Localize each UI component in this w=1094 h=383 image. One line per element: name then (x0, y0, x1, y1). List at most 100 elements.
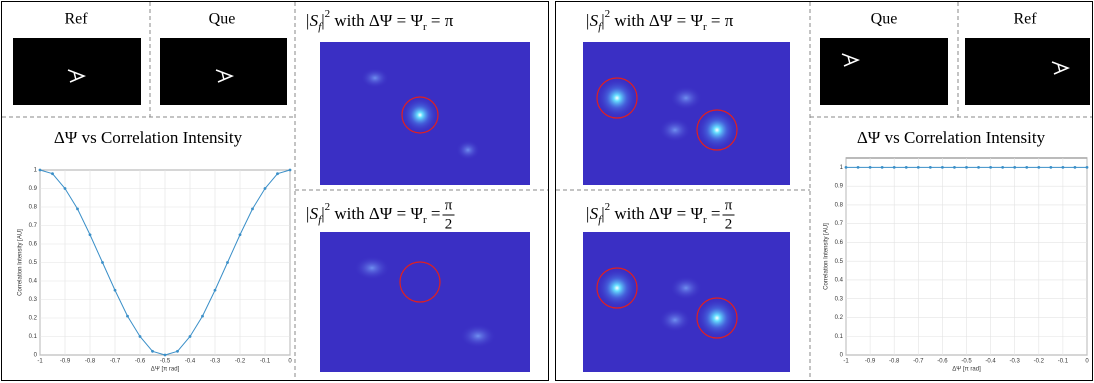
caption-part: = (427, 11, 445, 30)
ref-label: Ref (1013, 11, 1037, 28)
y-tick-label: 1 (34, 168, 38, 174)
y-tick-label: 0.4 (835, 278, 844, 284)
y-tick-label: 0.5 (29, 260, 38, 266)
caption: |Sf|2 with ΔΨ = Ψr = (305, 201, 441, 226)
x-axis-label: ΔΨ [π rad] (952, 367, 981, 373)
y-tick-label: 0.7 (835, 221, 844, 227)
marker (114, 289, 117, 292)
x-tick-label: -0.3 (210, 359, 221, 365)
y-tick-label: 0.1 (835, 334, 844, 340)
fraction-denominator: 2 (445, 216, 453, 232)
caption-part: π (725, 11, 734, 30)
x-tick-label: -1 (843, 359, 849, 365)
y-tick-label: 0.3 (835, 296, 844, 302)
caption: |Sf|2 with ΔΨ = Ψr = π (305, 8, 454, 33)
correlation-plane (583, 232, 790, 372)
y-axis-label: Correlation Intensity [AU] (824, 223, 830, 290)
marker (164, 354, 167, 357)
marker (989, 166, 992, 169)
fraction-denominator: 2 (725, 216, 733, 232)
marker (893, 166, 896, 169)
marker (126, 315, 129, 318)
x-tick-label: -0.5 (160, 359, 171, 365)
caption-part: = (707, 204, 721, 223)
y-tick-label: 0.6 (835, 240, 844, 246)
page: Ref Que Que Ref (0, 0, 1094, 383)
y-tick-label: 0.9 (29, 186, 38, 192)
caption-part: π (445, 11, 454, 30)
image (820, 38, 948, 105)
marker (1001, 166, 1004, 169)
marker (941, 166, 944, 169)
chart-title: ΔΨ vs Correlation Intensity (857, 128, 1046, 147)
marker (965, 166, 968, 169)
caption-part: |S (585, 11, 599, 30)
figure: Ref Que Que Ref (0, 0, 1094, 383)
x-tick-label: -0.9 (60, 359, 71, 365)
marker (917, 166, 920, 169)
marker (1037, 166, 1040, 169)
caption-part: with ΔΨ = Ψ (330, 204, 423, 223)
caption-part: with ΔΨ = Ψ (610, 204, 703, 223)
marker (1062, 166, 1065, 169)
chart-title: ΔΨ vs Correlation Intensity (54, 128, 243, 147)
image (965, 38, 1090, 105)
marker (1074, 166, 1077, 169)
x-tick-label: -0.9 (865, 359, 876, 365)
marker (226, 261, 229, 264)
marker (1025, 166, 1028, 169)
correlation-plane (320, 42, 530, 185)
que-label: Que (871, 11, 898, 28)
x-tick-label: -0.7 (913, 359, 924, 365)
marker (1086, 166, 1089, 169)
marker (857, 166, 860, 169)
x-tick-label: -0.4 (185, 359, 196, 365)
x-tick-label: -0.1 (260, 359, 271, 365)
marker (264, 187, 267, 190)
correlation-plane (583, 42, 790, 185)
x-tick-label: -1 (37, 359, 43, 365)
y-tick-label: 0.2 (29, 316, 38, 322)
marker (214, 289, 217, 292)
x-tick-label: -0.4 (985, 359, 996, 365)
x-tick-label: -0.2 (235, 359, 246, 365)
marker (189, 335, 192, 338)
fraction-numerator: π (445, 197, 453, 213)
marker (953, 166, 956, 169)
marker (51, 172, 54, 175)
y-tick-label: 0.9 (835, 184, 844, 190)
marker (201, 315, 204, 318)
y-tick-label: 0.5 (835, 259, 844, 265)
caption-part: = (707, 11, 725, 30)
y-tick-label: 0.8 (29, 205, 38, 211)
marker (1013, 166, 1016, 169)
marker (89, 233, 92, 236)
marker (289, 169, 292, 172)
x-tick-label: -0.1 (1058, 359, 1069, 365)
marker (139, 335, 142, 338)
y-tick-label: 0.4 (29, 279, 38, 285)
x-tick-label: 0 (1085, 359, 1089, 365)
caption-part: = (427, 204, 441, 223)
marker (276, 172, 279, 175)
y-tick-label: 1 (840, 165, 844, 171)
x-tick-label: -0.6 (135, 359, 146, 365)
y-tick-label: 0.2 (835, 315, 844, 321)
x-tick-label: -0.8 (85, 359, 96, 365)
marker (1049, 166, 1052, 169)
image (160, 38, 287, 105)
y-tick-label: 0.3 (29, 297, 38, 303)
x-tick-label: -0.8 (889, 359, 900, 365)
x-tick-label: -0.7 (110, 359, 121, 365)
caption: |Sf|2 with ΔΨ = Ψr = (585, 201, 721, 226)
caption-part: with ΔΨ = Ψ (330, 11, 423, 30)
x-tick-label: -0.2 (1034, 359, 1045, 365)
marker (905, 166, 908, 169)
y-tick-label: 0.8 (835, 202, 844, 208)
marker (869, 166, 872, 169)
marker (101, 261, 104, 264)
marker (151, 350, 154, 353)
marker (39, 169, 42, 172)
correlation-plane (320, 232, 530, 372)
x-tick-label: -0.6 (937, 359, 948, 365)
